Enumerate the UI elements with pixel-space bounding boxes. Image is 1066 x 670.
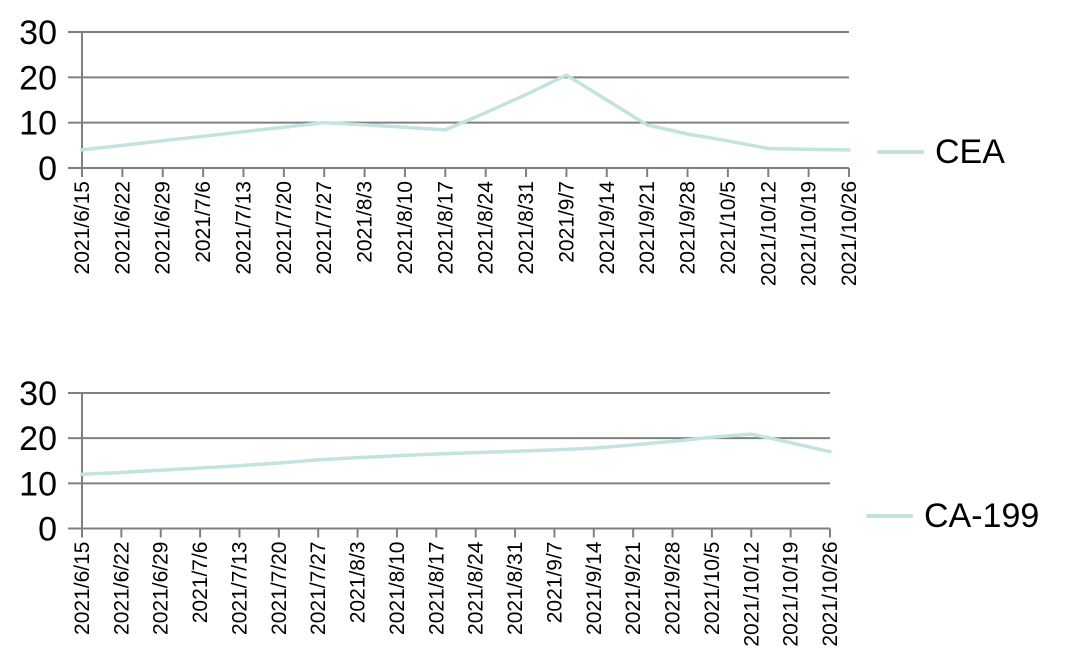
x-tick-label: 2021/9/21: [636, 181, 659, 274]
x-tick-label: 2021/8/24: [465, 541, 488, 635]
x-tick-label: 2021/6/15: [71, 181, 94, 274]
x-tick-label: 2021/10/26: [819, 542, 842, 647]
x-tick-label: 2021/10/5: [701, 542, 724, 635]
legend-ca199: CA-199: [866, 499, 1039, 533]
ca199-legend-label: CA-199: [924, 497, 1040, 535]
x-tick-label: 2021/10/26: [838, 181, 861, 286]
x-tick-label: 2021/8/3: [354, 181, 377, 263]
y-tick-label: 20: [19, 420, 57, 458]
x-tick-label: 2021/8/10: [394, 181, 417, 274]
x-tick-label: 2021/8/3: [347, 542, 370, 624]
cea-legend-label: CEA: [935, 133, 1005, 171]
ca199-line-sample-icon: [866, 514, 913, 518]
x-tick-label: 2021/9/21: [622, 542, 645, 635]
y-tick-label: 20: [19, 59, 57, 97]
y-tick-label: 10: [19, 105, 57, 143]
x-tick-label: 2021/10/19: [798, 181, 821, 286]
x-tick-label: 2021/7/27: [313, 181, 336, 274]
x-tick-label: 2021/7/20: [268, 542, 291, 635]
x-tick-label: 2021/8/24: [475, 181, 498, 275]
y-tick-label: 0: [38, 150, 57, 188]
x-tick-label: 2021/6/22: [110, 542, 133, 635]
cea-series-line: [80, 73, 851, 152]
x-tick-label: 2021/8/17: [434, 181, 457, 274]
x-tick-label: 2021/9/28: [662, 542, 685, 635]
x-tick-label: 2021/7/27: [307, 542, 330, 635]
x-tick-label: 2021/9/14: [583, 541, 606, 635]
x-tick-label: 2021/10/19: [780, 542, 803, 647]
x-tick-label: 2021/6/22: [111, 181, 134, 274]
ca199-chart: 0 10 20 30 2021/6/15 2021/6/22 2021/6/29 2021/7…: [19, 375, 842, 647]
x-tick-label: 2021/9/7: [543, 542, 566, 624]
x-tick-label: 2021/10/12: [740, 542, 763, 647]
y-tick-label: 30: [19, 375, 57, 413]
x-tick-label: 2021/9/7: [555, 181, 578, 263]
x-tick-label: 2021/7/20: [273, 181, 296, 274]
x-tick-label: 2021/10/12: [757, 181, 780, 286]
cea-chart: 0 10 20 30 2021/6/15 2021/6/22 2021/6/29 2021/7…: [19, 14, 861, 286]
cea-line-sample-icon: [877, 150, 924, 154]
x-tick-label: 2021/6/29: [152, 181, 175, 274]
x-tick-label: 2021/8/10: [386, 542, 409, 635]
y-tick-label: 10: [19, 465, 57, 503]
x-tick-label: 2021/6/29: [150, 542, 173, 635]
x-tick-label: 2021/9/14: [596, 181, 619, 275]
ca199-series-line: [80, 432, 832, 477]
y-tick-label: 0: [38, 511, 57, 549]
x-tick-label: 2021/9/28: [677, 181, 700, 274]
x-tick-label: 2021/7/13: [228, 542, 251, 635]
y-tick-label: 30: [19, 14, 57, 52]
x-tick-label: 2021/8/17: [425, 542, 448, 635]
legend-cea: CEA: [877, 135, 1005, 169]
x-tick-label: 2021/10/5: [717, 181, 740, 274]
x-tick-label: 2021/6/15: [71, 542, 94, 635]
x-tick-label: 2021/7/13: [232, 181, 255, 274]
x-tick-label: 2021/8/31: [504, 542, 527, 635]
x-tick-label: 2021/7/6: [192, 181, 215, 263]
x-tick-label: 2021/8/31: [515, 181, 538, 274]
x-tick-label: 2021/7/6: [189, 542, 212, 624]
